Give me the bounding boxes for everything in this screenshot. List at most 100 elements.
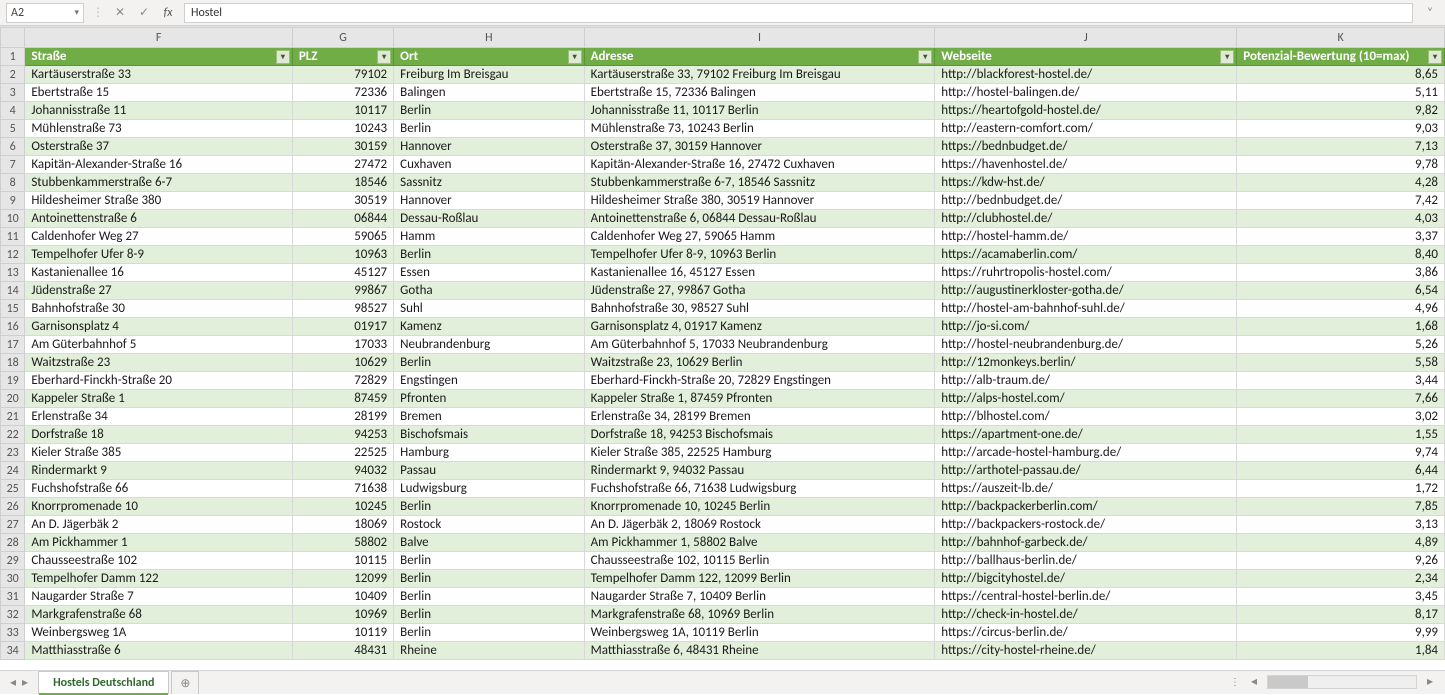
cell-F25[interactable]: Fuchshofstraße 66: [25, 480, 293, 498]
cell-H4[interactable]: Berlin: [394, 102, 585, 120]
cell-F30[interactable]: Tempelhofer Damm 122: [25, 570, 293, 588]
row-header-3[interactable]: 3: [1, 84, 25, 102]
cell-F19[interactable]: Eberhard-Finckh-Straße 20: [25, 372, 293, 390]
cell-J34[interactable]: https://city-hostel-rheine.de/: [935, 642, 1237, 660]
cell-J15[interactable]: http://hostel-am-bahnhof-suhl.de/: [935, 300, 1237, 318]
cell-H32[interactable]: Berlin: [394, 606, 585, 624]
cell-K9[interactable]: 7,42: [1237, 192, 1445, 210]
cell-J18[interactable]: http://12monkeys.berlin/: [935, 354, 1237, 372]
table-header-J[interactable]: Webseite▾: [935, 48, 1237, 66]
cell-I22[interactable]: Dorfstraße 18, 94253 Bischofsmais: [584, 426, 935, 444]
cell-J33[interactable]: https://circus-berlin.de/: [935, 624, 1237, 642]
cell-J3[interactable]: http://hostel-balingen.de/: [935, 84, 1237, 102]
cell-F5[interactable]: Mühlenstraße 73: [25, 120, 293, 138]
table-header-H[interactable]: Ort▾: [394, 48, 585, 66]
cell-J16[interactable]: http://jo-si.com/: [935, 318, 1237, 336]
cell-H17[interactable]: Neubrandenburg: [394, 336, 585, 354]
cell-I10[interactable]: Antoinettenstraße 6, 06844 Dessau-Roßlau: [584, 210, 935, 228]
cell-K10[interactable]: 4,03: [1237, 210, 1445, 228]
cell-G10[interactable]: 06844: [292, 210, 393, 228]
cell-J28[interactable]: http://bahnhof-garbeck.de/: [935, 534, 1237, 552]
cell-K30[interactable]: 2,34: [1237, 570, 1445, 588]
cell-F33[interactable]: Weinbergsweg 1A: [25, 624, 293, 642]
cell-K25[interactable]: 1,72: [1237, 480, 1445, 498]
cell-F17[interactable]: Am Güterbahnhof 5: [25, 336, 293, 354]
cell-K2[interactable]: 8,65: [1237, 66, 1445, 84]
select-all-corner[interactable]: [1, 28, 25, 48]
row-header-32[interactable]: 32: [1, 606, 25, 624]
cell-K22[interactable]: 1,55: [1237, 426, 1445, 444]
cell-J5[interactable]: http://eastern-comfort.com/: [935, 120, 1237, 138]
cell-K32[interactable]: 8,17: [1237, 606, 1445, 624]
scroll-thumb[interactable]: [1268, 676, 1308, 688]
cell-K24[interactable]: 6,44: [1237, 462, 1445, 480]
cell-H3[interactable]: Balingen: [394, 84, 585, 102]
scroll-left-icon[interactable]: ◂: [1247, 674, 1261, 689]
cell-J7[interactable]: https://havenhostel.de/: [935, 156, 1237, 174]
cell-H31[interactable]: Berlin: [394, 588, 585, 606]
cell-G32[interactable]: 10969: [292, 606, 393, 624]
table-header-I[interactable]: Adresse▾: [584, 48, 935, 66]
cell-J30[interactable]: http://bigcityhostel.de/: [935, 570, 1237, 588]
row-header-8[interactable]: 8: [1, 174, 25, 192]
cell-G18[interactable]: 10629: [292, 354, 393, 372]
cell-G33[interactable]: 10119: [292, 624, 393, 642]
row-header-9[interactable]: 9: [1, 192, 25, 210]
row-header-15[interactable]: 15: [1, 300, 25, 318]
cell-G15[interactable]: 98527: [292, 300, 393, 318]
cell-J17[interactable]: http://hostel-neubrandenburg.de/: [935, 336, 1237, 354]
cell-I29[interactable]: Chausseestraße 102, 10115 Berlin: [584, 552, 935, 570]
cell-K14[interactable]: 6,54: [1237, 282, 1445, 300]
cell-F15[interactable]: Bahnhofstraße 30: [25, 300, 293, 318]
cell-G13[interactable]: 45127: [292, 264, 393, 282]
cell-K6[interactable]: 7,13: [1237, 138, 1445, 156]
cell-J23[interactable]: http://arcade-hostel-hamburg.de/: [935, 444, 1237, 462]
cell-J4[interactable]: https://heartofgold-hostel.de/: [935, 102, 1237, 120]
cell-F28[interactable]: Am Pickhammer 1: [25, 534, 293, 552]
name-box[interactable]: A2 ▾: [6, 3, 84, 23]
row-header-26[interactable]: 26: [1, 498, 25, 516]
cell-J10[interactable]: http://clubhostel.de/: [935, 210, 1237, 228]
cell-I8[interactable]: Stubbenkammerstraße 6-7, 18546 Sassnitz: [584, 174, 935, 192]
cell-J25[interactable]: https://auszeit-lb.de/: [935, 480, 1237, 498]
cell-F14[interactable]: Jüdenstraße 27: [25, 282, 293, 300]
cell-H29[interactable]: Berlin: [394, 552, 585, 570]
cell-K20[interactable]: 7,66: [1237, 390, 1445, 408]
row-header-1[interactable]: 1: [1, 48, 25, 66]
cell-J9[interactable]: http://bednbudget.de/: [935, 192, 1237, 210]
cell-G5[interactable]: 10243: [292, 120, 393, 138]
cell-H7[interactable]: Cuxhaven: [394, 156, 585, 174]
cell-H5[interactable]: Berlin: [394, 120, 585, 138]
sheet-nav-next-icon[interactable]: ▸: [22, 675, 28, 690]
cell-J26[interactable]: http://backpackerberlin.com/: [935, 498, 1237, 516]
cell-I26[interactable]: Knorrpromenade 10, 10245 Berlin: [584, 498, 935, 516]
row-header-6[interactable]: 6: [1, 138, 25, 156]
cell-F3[interactable]: Ebertstraße 15: [25, 84, 293, 102]
cell-H21[interactable]: Bremen: [394, 408, 585, 426]
filter-dropdown-icon[interactable]: ▾: [377, 50, 391, 64]
cell-J20[interactable]: http://alps-hostel.com/: [935, 390, 1237, 408]
row-header-18[interactable]: 18: [1, 354, 25, 372]
cell-J27[interactable]: http://backpackers-rostock.de/: [935, 516, 1237, 534]
cell-G21[interactable]: 28199: [292, 408, 393, 426]
confirm-formula-icon[interactable]: ✓: [136, 5, 152, 20]
row-header-20[interactable]: 20: [1, 390, 25, 408]
cell-H33[interactable]: Berlin: [394, 624, 585, 642]
cell-K26[interactable]: 7,85: [1237, 498, 1445, 516]
row-header-17[interactable]: 17: [1, 336, 25, 354]
column-header-F[interactable]: F: [25, 28, 293, 48]
cell-F7[interactable]: Kapitän-Alexander-Straße 16: [25, 156, 293, 174]
cell-K23[interactable]: 9,74: [1237, 444, 1445, 462]
cell-I25[interactable]: Fuchshofstraße 66, 71638 Ludwigsburg: [584, 480, 935, 498]
cell-G29[interactable]: 10115: [292, 552, 393, 570]
row-header-30[interactable]: 30: [1, 570, 25, 588]
cell-I33[interactable]: Weinbergsweg 1A, 10119 Berlin: [584, 624, 935, 642]
cell-H12[interactable]: Berlin: [394, 246, 585, 264]
expand-formula-bar-icon[interactable]: ˅: [1421, 6, 1439, 20]
row-header-34[interactable]: 34: [1, 642, 25, 660]
sheet-tab-active[interactable]: Hostels Deutschland: [38, 671, 169, 694]
cell-K7[interactable]: 9,78: [1237, 156, 1445, 174]
cancel-formula-icon[interactable]: ✕: [112, 5, 128, 20]
cell-J32[interactable]: http://check-in-hostel.de/: [935, 606, 1237, 624]
cell-K18[interactable]: 5,58: [1237, 354, 1445, 372]
